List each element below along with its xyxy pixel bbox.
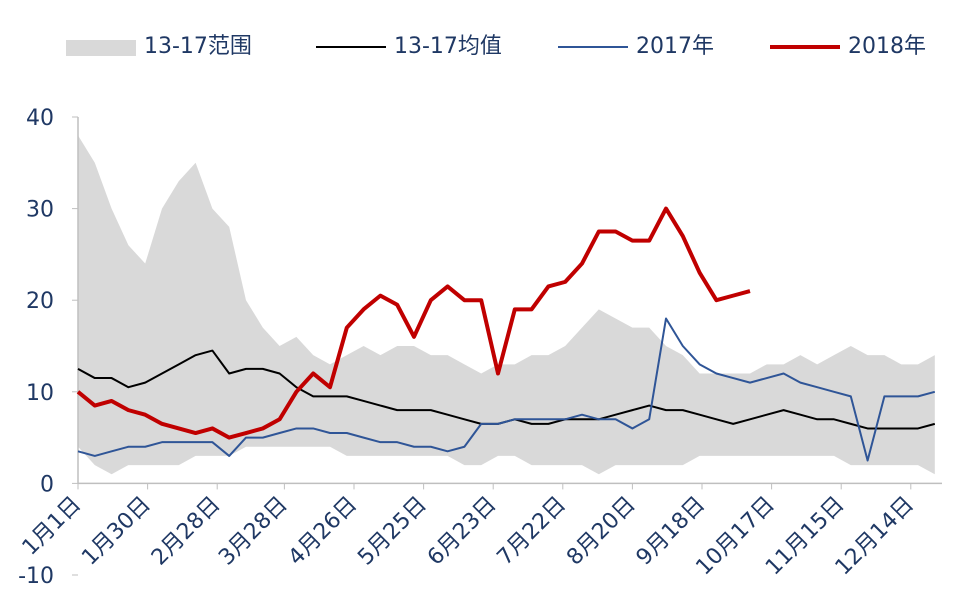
y-tick-label: -10 bbox=[18, 564, 54, 589]
x-tick-label: 5月25日 bbox=[353, 492, 431, 570]
series-line bbox=[77, 317, 936, 462]
legend-swatch bbox=[66, 40, 136, 56]
y-tick-label: 0 bbox=[40, 472, 54, 497]
x-tick-label: 2月28日 bbox=[147, 492, 225, 570]
y-tick-label: 20 bbox=[26, 289, 54, 314]
x-tick-label: 3月28日 bbox=[214, 492, 292, 570]
y-tick-label: 40 bbox=[26, 106, 54, 131]
x-tick-label: 6月23日 bbox=[423, 492, 501, 570]
x-tick-label: 1月30日 bbox=[77, 492, 155, 570]
x-tick-label: 4月26日 bbox=[284, 492, 362, 570]
y-tick-label: 30 bbox=[26, 198, 54, 223]
x-tick-label: 7月22日 bbox=[493, 492, 571, 570]
x-tick-label: 8月20日 bbox=[562, 492, 640, 570]
legend-label: 2017年 bbox=[636, 34, 714, 59]
legend-label: 2018年 bbox=[848, 34, 926, 59]
y-tick-label: 10 bbox=[26, 381, 54, 406]
series-line bbox=[76, 206, 751, 440]
range-band bbox=[78, 135, 935, 475]
legend-label: 13-17范围 bbox=[144, 34, 252, 59]
x-tick-label: 1月1日 bbox=[18, 492, 87, 561]
legend-label: 13-17均值 bbox=[394, 34, 502, 59]
